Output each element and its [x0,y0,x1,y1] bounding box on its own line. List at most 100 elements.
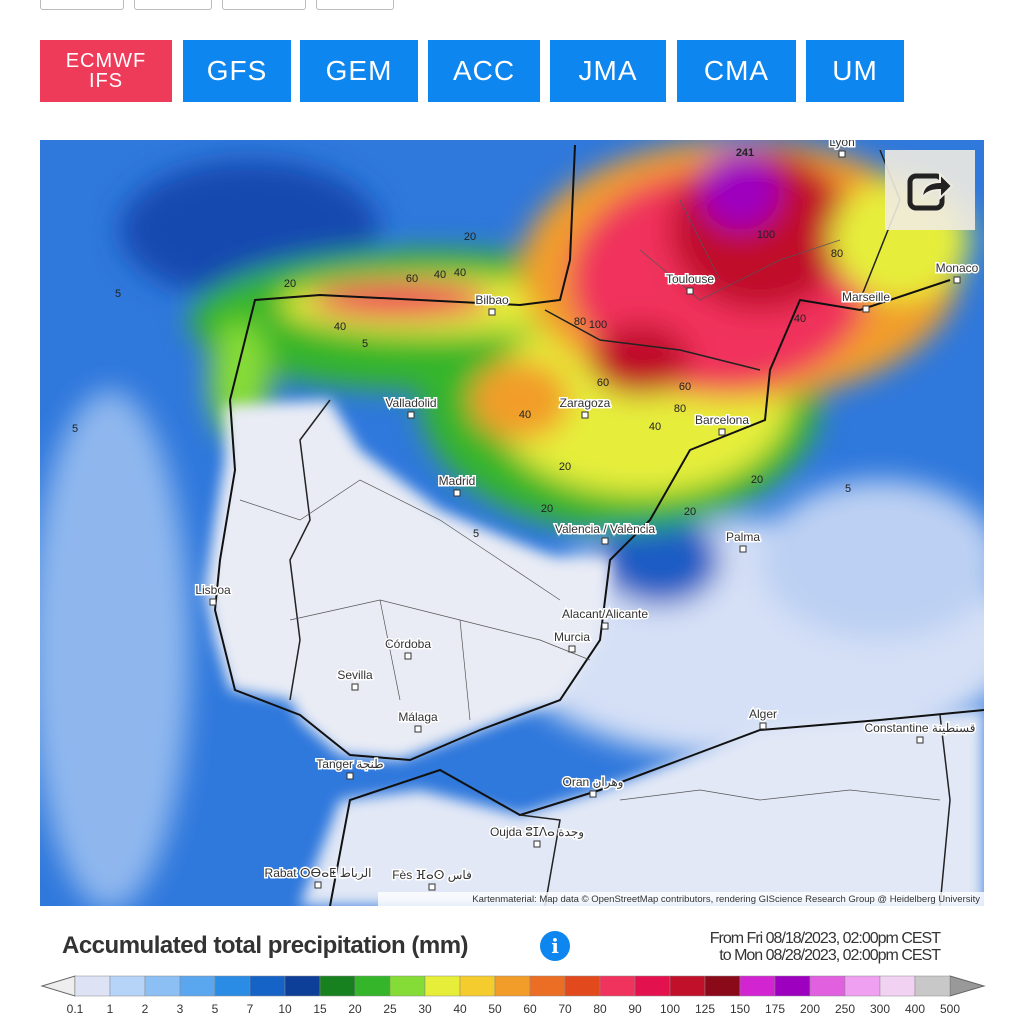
city-label: Alger [749,707,777,721]
scale-cell [284,975,321,997]
model-button[interactable]: JMA [550,40,666,102]
scale-label: 7 [247,1002,254,1014]
model-button[interactable]: UM [806,40,904,102]
contour-label: 20 [541,503,553,515]
scale-label: 175 [765,1002,785,1014]
scale-cell [809,975,846,997]
tab-stub[interactable] [222,0,306,10]
scale-label: 15 [313,1002,327,1014]
scale-label: 400 [905,1002,925,1014]
scale-cell [144,975,181,997]
city-marker [862,305,870,313]
city-marker [739,545,747,553]
scale-label: 10 [278,1002,292,1014]
tab-stub[interactable] [316,0,394,10]
city-label: Oujda ⵓⵊⴷⴰ وجدة [490,825,584,839]
city-label: Zaragoza [560,396,611,410]
scale-cell [424,975,461,997]
city-labels: Lyon Monaco Toulouse Marseille Bilbao Vallado… [194,140,980,891]
city-label: Tanger طنجة [316,757,383,771]
contour-label: 100 [589,319,607,331]
model-button[interactable]: GEM [300,40,418,102]
city-label: Oran وهران [563,775,624,789]
contour-label: 40 [519,409,531,421]
contour-label: 241 [736,147,754,159]
scale-label: 25 [383,1002,397,1014]
city-marker [407,411,415,419]
model-button[interactable]: GFS [183,40,291,102]
contour-label: 20 [284,278,296,290]
contour-label: 20 [559,461,571,473]
contour-label: 40 [649,421,661,433]
model-button[interactable]: ECMWF IFS [40,40,172,102]
contour-label: 40 [454,267,466,279]
scale-cell [459,975,496,997]
scale-cell [249,975,286,997]
scale-cell [914,975,951,997]
city-marker [488,308,496,316]
city-label: Bilbao [475,293,509,307]
city-marker [601,537,609,545]
scale-cell [109,975,146,997]
city-marker [209,598,217,606]
city-marker [686,287,694,295]
scale-cell [179,975,216,997]
tab-stub[interactable] [134,0,212,10]
scale-cell [599,975,636,997]
contour-label: 20 [751,474,763,486]
contour-label: 60 [679,381,691,393]
city-marker [589,790,597,798]
city-label: Valladolid [385,396,436,410]
city-label: Marseille [842,290,890,304]
city-marker [568,645,576,653]
scale-cell [704,975,741,997]
city-label: Lyon [829,140,855,149]
color-scale: 0.1 1 2 3 5 7 10 15 20 25 30 40 50 60 70 80 90 100 125 150 1… [40,975,986,1014]
attribution-bg [378,892,984,906]
contour-label: 20 [684,506,696,518]
scale-label: 80 [593,1002,607,1014]
contour-label: 80 [574,316,586,328]
scale-label: 3 [177,1002,184,1014]
contour-label: 80 [831,248,843,260]
tab-stub[interactable] [40,0,124,10]
city-marker [838,150,846,158]
city-label: Valencia / València [555,522,656,536]
scale-cell [529,975,566,997]
scale-label: 500 [940,1002,960,1014]
city-marker [601,622,609,630]
scale-label: 250 [835,1002,855,1014]
attribution: Kartenmaterial: Map data © OpenStreetMap… [472,894,980,905]
scale-cell [634,975,671,997]
city-label: Lisboa [195,583,231,597]
city-label: Rabat ⵔⴱⴰⵟ الرباط [265,866,372,880]
info-button[interactable]: i [540,931,570,961]
city-marker [414,725,422,733]
city-marker [581,411,589,419]
city-label: Madrid [439,474,476,488]
city-marker [453,489,461,497]
scale-cell [74,975,111,997]
scale-label: 5 [212,1002,219,1014]
scale-label: 150 [730,1002,750,1014]
city-label: Barcelona [695,413,749,427]
city-marker [533,840,541,848]
dry-land [300,710,984,906]
city-label: Fès ⴼⴰⵙ فاس [392,868,472,882]
scale-label: 2 [142,1002,149,1014]
contour-label: 60 [406,273,418,285]
scale-cell [739,975,776,997]
scale-label: 20 [348,1002,362,1014]
scale-cell [774,975,811,997]
contour-label: 60 [597,377,609,389]
scale-label: 40 [453,1002,467,1014]
scale-label: 125 [695,1002,715,1014]
share-button[interactable] [885,150,975,230]
scale-label: 90 [628,1002,642,1014]
model-button[interactable]: CMA [677,40,796,102]
contour-label: 40 [794,313,806,325]
model-button[interactable]: ACC [428,40,540,102]
city-marker [953,276,961,284]
